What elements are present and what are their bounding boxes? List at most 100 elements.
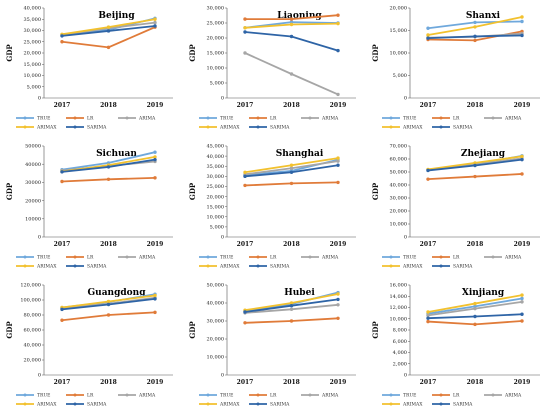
y-axis-label: GDP	[188, 182, 197, 200]
legend-item-lr: LR	[66, 116, 94, 122]
x-tick-label: 2017	[54, 379, 71, 386]
legend-label: ARIMAX	[219, 264, 240, 270]
legend-label: LR	[87, 393, 94, 399]
legend-label: SARIMA	[453, 264, 473, 270]
legend-label: SARIMA	[270, 125, 290, 131]
legend-item-lr: LR	[66, 393, 94, 399]
legend-marker	[389, 116, 393, 120]
legend-label: TRUE	[37, 116, 50, 122]
x-tick-label: 2019	[330, 379, 347, 386]
data-point-arimax	[243, 170, 247, 174]
chart-title: Hubei	[284, 288, 315, 298]
legend-label: TRUE	[37, 255, 50, 261]
x-tick-label: 2018	[100, 241, 117, 248]
x-tick-label: 2019	[514, 379, 531, 386]
legend-marker	[256, 393, 260, 397]
y-tick-label: 0	[38, 235, 41, 241]
legend-item-true: TRUE	[16, 393, 50, 399]
y-tick-label: 45,000	[207, 144, 225, 150]
legend-label: ARIMA	[321, 393, 339, 399]
chart-panel-xinjiang: 0 2,000 4,000 6,000 8,000 10,000 12,000 14,000 1…	[366, 277, 550, 415]
legend-label: TRUE	[403, 393, 416, 399]
legend-label: LR	[270, 393, 277, 399]
data-point-sarima	[153, 157, 157, 162]
data-point-sarima	[473, 163, 477, 168]
legend-item-arima: ARIMA	[301, 255, 339, 261]
legend-label: LR	[453, 116, 460, 122]
legend-item-arima: ARIMA	[118, 393, 156, 399]
data-point-true	[153, 150, 157, 154]
legend-marker	[206, 393, 210, 397]
y-tick-label: 40000	[25, 162, 41, 168]
data-point-arima	[289, 72, 294, 76]
y-tick-label: 2,000	[393, 361, 407, 367]
x-tick-label: 2017	[54, 102, 71, 109]
data-point-arimax	[520, 154, 524, 159]
chart-title: Shanghai	[276, 149, 324, 159]
data-point-arimax	[243, 26, 247, 30]
legend-item-arima: ARIMA	[118, 116, 156, 122]
data-point-lr	[106, 45, 111, 50]
y-tick-label: 20,000	[207, 337, 225, 343]
data-point-sarima	[60, 170, 64, 174]
data-point-true	[520, 19, 524, 24]
legend-marker	[73, 255, 77, 259]
legend-label: LR	[87, 116, 94, 122]
y-tick-label: 5,000	[210, 81, 224, 87]
data-point-sarima	[336, 163, 340, 167]
legend-label: TRUE	[403, 255, 416, 261]
legend-label: ARIMA	[138, 393, 156, 399]
chart-panel-shanghai: 0 5,000 10,000 15,000 20,000 25,000 30,000 35,0…	[183, 138, 366, 277]
data-point-lr	[473, 322, 477, 327]
data-point-lr	[289, 319, 294, 323]
x-tick-label: 2018	[467, 102, 484, 109]
data-point-arimax	[473, 161, 477, 165]
legend-item-arimax: ARIMAX	[199, 264, 240, 270]
data-point-sarima	[289, 304, 294, 308]
legend-marker	[23, 264, 27, 268]
legend-item-sarima: SARIMA	[249, 125, 290, 131]
y-axis-label: GDP	[188, 321, 197, 339]
legend-marker	[491, 255, 495, 259]
legend-item-arimax: ARIMAX	[382, 264, 423, 270]
legend-label: LR	[453, 255, 460, 261]
x-tick-label: 2018	[283, 102, 300, 109]
data-point-arima	[473, 306, 477, 311]
legend-item-arima: ARIMA	[118, 255, 156, 261]
y-tick-label: 10,000	[390, 51, 408, 57]
data-point-arimax	[106, 299, 111, 304]
data-point-sarima	[520, 157, 524, 162]
y-tick-label: 30,000	[207, 319, 225, 325]
legend-label: ARIMAX	[402, 264, 423, 270]
chart-svg-guangdong: 0 20,000 40,000 60,000 80,000 100,000 120,000 2…	[5, 283, 173, 408]
data-point-lr	[426, 177, 430, 181]
data-point-sarima	[153, 24, 157, 28]
legend-marker	[73, 264, 77, 268]
data-point-lr	[243, 321, 247, 325]
chart-svg-hubei: 0 10,000 20,000 30,000 40,000 50,000 2017 2018 2…	[188, 283, 356, 408]
x-tick-label: 2017	[237, 102, 254, 109]
y-tick-label: 0	[38, 373, 41, 379]
legend-item-arimax: ARIMAX	[199, 402, 240, 408]
y-tick-label: 15,000	[207, 51, 225, 57]
legend-item-true: TRUE	[16, 116, 50, 122]
data-point-arimax	[336, 292, 340, 296]
y-tick-label: 20,000	[24, 51, 42, 57]
legend-label: ARIMA	[504, 255, 522, 261]
legend-label: TRUE	[403, 116, 416, 122]
data-point-sarima	[336, 297, 340, 302]
data-point-arima	[426, 313, 430, 318]
y-tick-label: 0	[404, 373, 407, 379]
legend-marker	[308, 393, 312, 397]
data-point-arimax	[473, 301, 477, 306]
x-tick-label: 2017	[237, 241, 254, 248]
y-tick-label: 15,000	[390, 28, 408, 34]
x-tick-label: 2019	[147, 102, 164, 109]
chart-svg-zhejiang: 0 10,000 20,000 30,000 40,000 50,000 60,000 70,…	[371, 144, 540, 270]
legend-item-true: TRUE	[199, 393, 233, 399]
x-tick-label: 2019	[514, 102, 531, 109]
chart-panel-zhejiang: 0 10,000 20,000 30,000 40,000 50,000 60,000 70,…	[366, 138, 550, 277]
y-tick-label: 30,000	[207, 174, 225, 180]
y-tick-label: 20000	[25, 198, 41, 204]
